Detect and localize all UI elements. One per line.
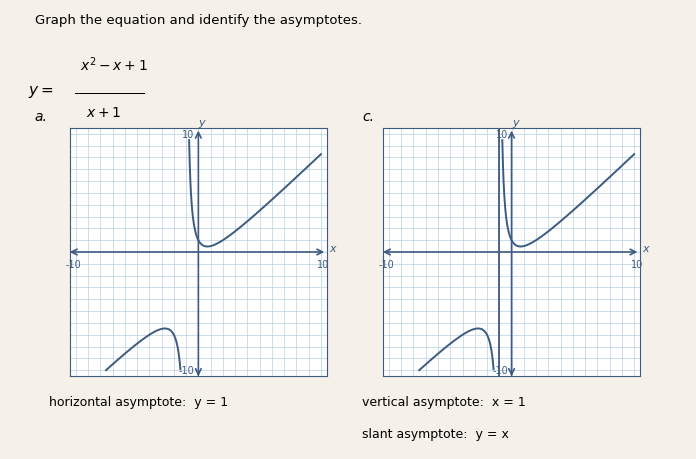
Text: horizontal asymptote:  y = 1: horizontal asymptote: y = 1 <box>49 395 228 408</box>
Text: y: y <box>512 118 519 127</box>
Text: $y=$: $y=$ <box>28 84 54 100</box>
Text: 10: 10 <box>317 259 330 269</box>
Text: -10: -10 <box>65 259 81 269</box>
Text: 10: 10 <box>182 129 195 140</box>
Text: $x + 1$: $x + 1$ <box>86 106 121 119</box>
Text: $x^2 - x + 1$: $x^2 - x + 1$ <box>80 55 148 73</box>
Text: vertical asymptote:  x = 1: vertical asymptote: x = 1 <box>362 395 525 408</box>
Text: y: y <box>199 118 205 127</box>
Text: 10: 10 <box>496 129 508 140</box>
Text: -10: -10 <box>179 365 195 375</box>
Text: x: x <box>643 244 649 254</box>
Text: -10: -10 <box>379 259 395 269</box>
Text: slant asymptote:  y = x: slant asymptote: y = x <box>362 427 509 440</box>
Text: Graph the equation and identify the asymptotes.: Graph the equation and identify the asym… <box>35 14 362 27</box>
Text: c.: c. <box>362 110 374 124</box>
Text: a.: a. <box>35 110 47 124</box>
Text: 10: 10 <box>631 259 643 269</box>
Text: -10: -10 <box>492 365 508 375</box>
Text: x: x <box>330 244 336 254</box>
